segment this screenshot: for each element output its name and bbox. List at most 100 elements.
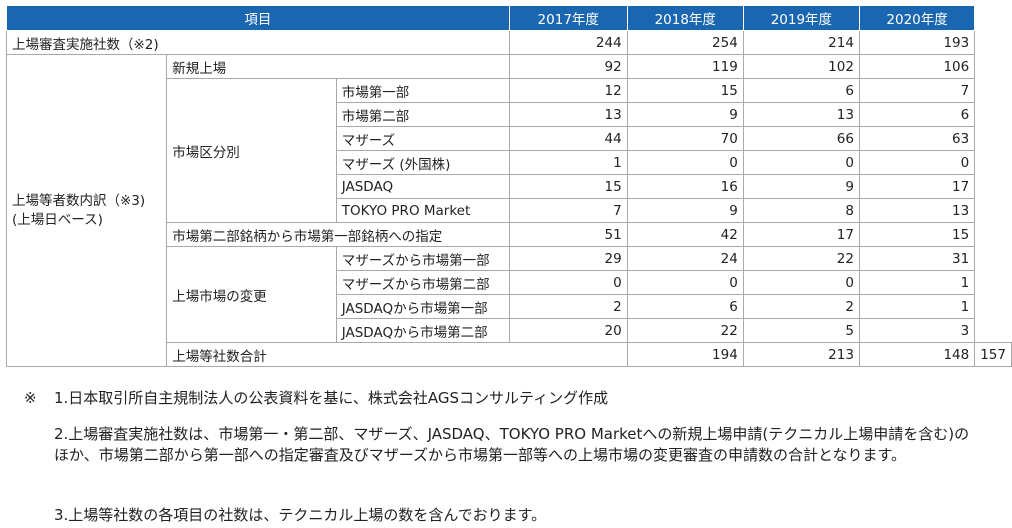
- market-segment-label: 市場区分別: [166, 78, 337, 223]
- cell-value: 9: [742, 174, 860, 199]
- table-row: 市場区分別 市場第一部 12 15 6 7: [7, 78, 1012, 223]
- cell-value: 13: [742, 102, 860, 127]
- table-row: JASDAQから市場第一部 2 6 2 1: [7, 294, 1012, 319]
- footnotes: ※ 1.日本取引所自主規制法人の公表資料を基に、株式会社AGSコンサルティング作…: [24, 388, 984, 409]
- cell-value: 193: [858, 30, 976, 55]
- row-label: 市場第二部銘柄から市場第一部銘柄への指定: [166, 222, 510, 247]
- cell-value: 0: [626, 150, 744, 175]
- row-label: TOKYO PRO Market: [335, 198, 510, 223]
- listing-statistics-table: 項目 2017年度 2018年度 2019年度 2020年度 上場審査実施社数（…: [5, 5, 1012, 367]
- cell-value: 13: [508, 102, 628, 127]
- cell-value: 2: [508, 294, 628, 319]
- cell-value: 17: [742, 222, 860, 247]
- table-row: マザーズ (外国株) 1 0 0 0: [7, 150, 1012, 175]
- cell-value: 22: [742, 246, 860, 271]
- table-row: 市場第二部 13 9 13 6: [7, 102, 1012, 127]
- cell-value: 194: [626, 342, 744, 367]
- cell-value: 0: [626, 270, 744, 295]
- cell-value: 63: [858, 126, 976, 151]
- row-label: マザーズから市場第一部: [335, 246, 510, 271]
- row-label: マザーズ (外国株): [335, 150, 510, 175]
- header-2018: 2018年度: [626, 5, 744, 31]
- cell-value: 29: [508, 246, 628, 271]
- cell-value: 9: [626, 102, 744, 127]
- cell-value: 0: [742, 270, 860, 295]
- cell-value: 102: [742, 54, 860, 79]
- group-label-line2: (上場日ベース): [12, 211, 103, 228]
- cell-value: 5: [742, 318, 860, 343]
- cell-value: 31: [858, 246, 976, 271]
- table-header-row: 項目 2017年度 2018年度 2019年度 2020年度: [6, 5, 1012, 31]
- cell-value: 15: [858, 222, 976, 247]
- group-label-line1: 上場等者数内訳（※3): [12, 192, 146, 209]
- header-2019: 2019年度: [742, 5, 860, 31]
- footnote-1-text: 1.日本取引所自主規制法人の公表資料を基に、株式会社AGSコンサルティング作成: [54, 389, 609, 407]
- table-row: マザーズから市場第二部 0 0 0 1: [7, 270, 1012, 295]
- cell-value: 7: [858, 78, 976, 103]
- cell-value: 15: [626, 78, 744, 103]
- table-row-total: 上場等社数合計 194 213 148 157: [7, 342, 1012, 367]
- cell-value: 3: [858, 318, 976, 343]
- note-mark: ※: [24, 389, 37, 407]
- cell-value: 42: [626, 222, 744, 247]
- table-row: JASDAQ 15 16 9 17: [7, 174, 1012, 199]
- cell-value: 214: [742, 30, 860, 55]
- header-2017: 2017年度: [508, 5, 628, 31]
- cell-value: 6: [626, 294, 744, 319]
- row-label: 上場等社数合計: [166, 342, 628, 367]
- table-row: 上場等者数内訳（※3) (上場日ベース) 新規上場 92 119 102 106: [5, 54, 1012, 367]
- header-item: 項目: [6, 5, 510, 31]
- table-row: JASDAQから市場第二部 20 22 5 3: [7, 318, 1012, 343]
- footnote-3: 3.上場等社数の各項目の社数は、テクニカル上場の数を含んでおります。: [54, 506, 547, 524]
- cell-value: 2: [742, 294, 860, 319]
- cell-value: 0: [858, 150, 976, 175]
- market-change-label: 上場市場の変更: [166, 246, 337, 343]
- cell-value: 0: [742, 150, 860, 175]
- cell-value: 44: [508, 126, 628, 151]
- table-row: マザーズ 44 70 66 63: [7, 126, 1012, 151]
- cell-value: 92: [508, 54, 628, 79]
- cell-value: 1: [858, 270, 976, 295]
- row-label: JASDAQから市場第二部: [335, 318, 510, 343]
- cell-value: 15: [508, 174, 628, 199]
- cell-value: 6: [742, 78, 860, 103]
- cell-value: 12: [508, 78, 628, 103]
- row-label: 市場第二部: [335, 102, 510, 127]
- cell-value: 17: [858, 174, 976, 199]
- cell-value: 51: [508, 222, 628, 247]
- cell-value: 213: [742, 342, 860, 367]
- cell-value: 148: [858, 342, 976, 367]
- row-label: JASDAQ: [335, 174, 510, 199]
- row-label: 上場審査実施社数（※2): [6, 30, 510, 55]
- cell-value: 66: [742, 126, 860, 151]
- cell-value: 0: [508, 270, 628, 295]
- row-label: 新規上場: [166, 54, 510, 79]
- cell-value: 8: [742, 198, 860, 223]
- cell-value: 9: [626, 198, 744, 223]
- cell-value: 13: [858, 198, 976, 223]
- cell-value: 16: [626, 174, 744, 199]
- table-row: TOKYO PRO Market 7 9 8 13: [7, 198, 1012, 223]
- cell-value: 1: [508, 150, 628, 175]
- cell-value: 22: [626, 318, 744, 343]
- cell-value: 20: [508, 318, 628, 343]
- cell-value: 1: [858, 294, 976, 319]
- cell-value: 70: [626, 126, 744, 151]
- cell-value: 24: [626, 246, 744, 271]
- footnote-2: 2.上場審査実施社数は、市場第一・第二部、マザーズ、JASDAQ、TOKYO P…: [54, 425, 970, 464]
- cell-value: 157: [974, 342, 1012, 367]
- row-label: 市場第一部: [335, 78, 510, 103]
- cell-value: 119: [626, 54, 744, 79]
- header-2020: 2020年度: [858, 5, 976, 31]
- cell-value: 7: [508, 198, 628, 223]
- cell-value: 244: [508, 30, 628, 55]
- row-label: マザーズ: [335, 126, 510, 151]
- cell-value: 254: [626, 30, 744, 55]
- row-label: JASDAQから市場第一部: [335, 294, 510, 319]
- cell-value: 6: [858, 102, 976, 127]
- group-label: 上場等者数内訳（※3) (上場日ベース): [5, 54, 168, 367]
- cell-value: 106: [858, 54, 976, 79]
- table-row: 上場市場の変更 マザーズから市場第一部 29 24 22 31: [7, 246, 1012, 343]
- table-row: 上場審査実施社数（※2) 244 254 214 193: [6, 30, 1012, 55]
- row-label: マザーズから市場第二部: [335, 270, 510, 295]
